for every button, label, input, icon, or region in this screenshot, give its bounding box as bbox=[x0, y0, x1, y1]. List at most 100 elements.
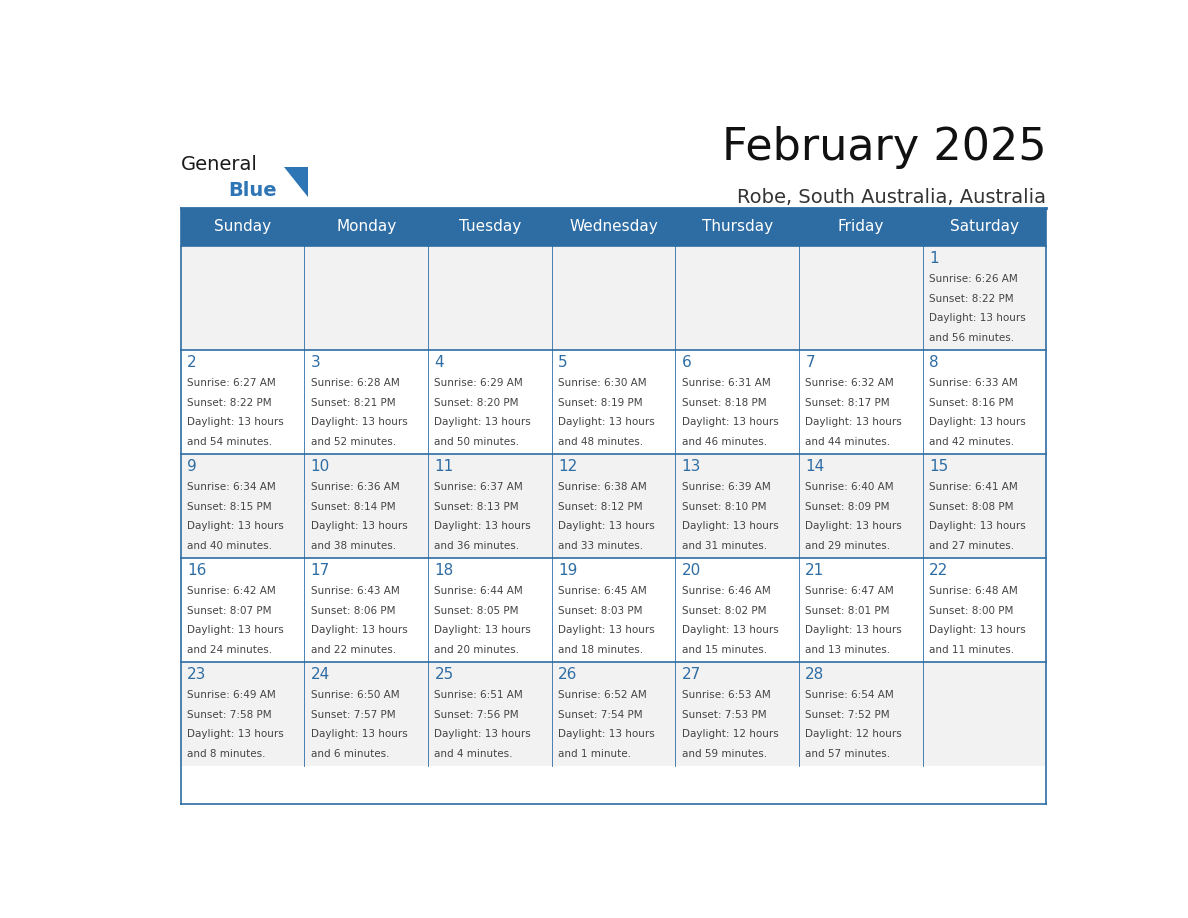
Text: and 27 minutes.: and 27 minutes. bbox=[929, 541, 1015, 551]
Text: 24: 24 bbox=[311, 667, 330, 682]
Text: Tuesday: Tuesday bbox=[459, 219, 522, 234]
Text: Sunrise: 6:27 AM: Sunrise: 6:27 AM bbox=[188, 378, 276, 388]
Polygon shape bbox=[284, 167, 308, 197]
Text: 15: 15 bbox=[929, 459, 948, 474]
Text: Sunrise: 6:34 AM: Sunrise: 6:34 AM bbox=[188, 482, 276, 492]
Text: Sunset: 8:03 PM: Sunset: 8:03 PM bbox=[558, 606, 643, 616]
Text: Sunset: 8:06 PM: Sunset: 8:06 PM bbox=[311, 606, 396, 616]
Bar bbox=[675, 207, 798, 246]
Text: Sunrise: 6:49 AM: Sunrise: 6:49 AM bbox=[188, 690, 276, 700]
Bar bbox=[923, 207, 1047, 246]
Text: Sunrise: 6:53 AM: Sunrise: 6:53 AM bbox=[682, 690, 771, 700]
Text: Sunrise: 6:45 AM: Sunrise: 6:45 AM bbox=[558, 587, 646, 597]
Text: Daylight: 13 hours: Daylight: 13 hours bbox=[311, 418, 407, 427]
Text: Sunset: 8:09 PM: Sunset: 8:09 PM bbox=[805, 502, 890, 512]
Text: Daylight: 13 hours: Daylight: 13 hours bbox=[929, 521, 1025, 532]
Bar bbox=[798, 207, 923, 246]
Text: 3: 3 bbox=[311, 355, 321, 370]
Text: 10: 10 bbox=[311, 459, 330, 474]
Text: Sunset: 8:17 PM: Sunset: 8:17 PM bbox=[805, 397, 890, 408]
Text: 16: 16 bbox=[188, 563, 207, 578]
Text: Sunrise: 6:37 AM: Sunrise: 6:37 AM bbox=[435, 482, 523, 492]
Text: Daylight: 13 hours: Daylight: 13 hours bbox=[682, 418, 778, 427]
Text: Sunrise: 6:42 AM: Sunrise: 6:42 AM bbox=[188, 587, 276, 597]
Text: and 13 minutes.: and 13 minutes. bbox=[805, 645, 891, 655]
Text: Wednesday: Wednesday bbox=[569, 219, 658, 234]
Text: Sunset: 8:20 PM: Sunset: 8:20 PM bbox=[435, 397, 519, 408]
Bar bbox=[181, 246, 1047, 350]
Text: Sunset: 7:57 PM: Sunset: 7:57 PM bbox=[311, 710, 396, 720]
Text: Sunset: 7:53 PM: Sunset: 7:53 PM bbox=[682, 710, 766, 720]
Text: Sunset: 7:52 PM: Sunset: 7:52 PM bbox=[805, 710, 890, 720]
Text: and 57 minutes.: and 57 minutes. bbox=[805, 749, 891, 759]
Text: 6: 6 bbox=[682, 355, 691, 370]
Text: Blue: Blue bbox=[228, 182, 277, 200]
Text: and 8 minutes.: and 8 minutes. bbox=[188, 749, 266, 759]
Text: Sunrise: 6:28 AM: Sunrise: 6:28 AM bbox=[311, 378, 399, 388]
Text: Daylight: 13 hours: Daylight: 13 hours bbox=[188, 521, 284, 532]
Text: 21: 21 bbox=[805, 563, 824, 578]
Text: Daylight: 13 hours: Daylight: 13 hours bbox=[805, 521, 902, 532]
Text: and 50 minutes.: and 50 minutes. bbox=[435, 437, 519, 447]
Text: Daylight: 13 hours: Daylight: 13 hours bbox=[558, 730, 655, 740]
Text: 27: 27 bbox=[682, 667, 701, 682]
Text: Sunrise: 6:33 AM: Sunrise: 6:33 AM bbox=[929, 378, 1018, 388]
Text: and 6 minutes.: and 6 minutes. bbox=[311, 749, 390, 759]
Text: and 18 minutes.: and 18 minutes. bbox=[558, 645, 643, 655]
Text: Sunrise: 6:43 AM: Sunrise: 6:43 AM bbox=[311, 587, 399, 597]
Text: Sunset: 8:19 PM: Sunset: 8:19 PM bbox=[558, 397, 643, 408]
Text: and 31 minutes.: and 31 minutes. bbox=[682, 541, 766, 551]
Text: Daylight: 13 hours: Daylight: 13 hours bbox=[311, 625, 407, 635]
Text: Sunrise: 6:38 AM: Sunrise: 6:38 AM bbox=[558, 482, 646, 492]
Text: and 36 minutes.: and 36 minutes. bbox=[435, 541, 519, 551]
Text: Daylight: 13 hours: Daylight: 13 hours bbox=[435, 625, 531, 635]
Text: and 33 minutes.: and 33 minutes. bbox=[558, 541, 643, 551]
Text: and 48 minutes.: and 48 minutes. bbox=[558, 437, 643, 447]
Bar bbox=[181, 662, 1047, 767]
Text: Daylight: 13 hours: Daylight: 13 hours bbox=[805, 418, 902, 427]
Text: Sunrise: 6:40 AM: Sunrise: 6:40 AM bbox=[805, 482, 895, 492]
Text: Daylight: 13 hours: Daylight: 13 hours bbox=[805, 625, 902, 635]
Text: and 22 minutes.: and 22 minutes. bbox=[311, 645, 396, 655]
Text: 13: 13 bbox=[682, 459, 701, 474]
Text: 7: 7 bbox=[805, 355, 815, 370]
Text: 17: 17 bbox=[311, 563, 330, 578]
Bar bbox=[181, 207, 304, 246]
Text: Sunrise: 6:47 AM: Sunrise: 6:47 AM bbox=[805, 587, 895, 597]
Text: 5: 5 bbox=[558, 355, 568, 370]
Text: Sunset: 8:12 PM: Sunset: 8:12 PM bbox=[558, 502, 643, 512]
Text: and 54 minutes.: and 54 minutes. bbox=[188, 437, 272, 447]
Text: Sunday: Sunday bbox=[214, 219, 271, 234]
Text: Saturday: Saturday bbox=[950, 219, 1019, 234]
Text: Sunrise: 6:31 AM: Sunrise: 6:31 AM bbox=[682, 378, 771, 388]
Text: Daylight: 13 hours: Daylight: 13 hours bbox=[311, 521, 407, 532]
Text: Robe, South Australia, Australia: Robe, South Australia, Australia bbox=[738, 188, 1047, 207]
Text: Sunrise: 6:41 AM: Sunrise: 6:41 AM bbox=[929, 482, 1018, 492]
Text: Sunrise: 6:54 AM: Sunrise: 6:54 AM bbox=[805, 690, 895, 700]
Text: Friday: Friday bbox=[838, 219, 884, 234]
Text: and 20 minutes.: and 20 minutes. bbox=[435, 645, 519, 655]
Text: Sunset: 8:14 PM: Sunset: 8:14 PM bbox=[311, 502, 396, 512]
Text: 12: 12 bbox=[558, 459, 577, 474]
Text: Daylight: 12 hours: Daylight: 12 hours bbox=[682, 730, 778, 740]
Text: Daylight: 13 hours: Daylight: 13 hours bbox=[558, 625, 655, 635]
Text: Sunset: 8:00 PM: Sunset: 8:00 PM bbox=[929, 606, 1013, 616]
Text: Sunset: 8:05 PM: Sunset: 8:05 PM bbox=[435, 606, 519, 616]
Text: Thursday: Thursday bbox=[702, 219, 772, 234]
Text: Sunrise: 6:48 AM: Sunrise: 6:48 AM bbox=[929, 587, 1018, 597]
Text: Sunrise: 6:29 AM: Sunrise: 6:29 AM bbox=[435, 378, 523, 388]
Text: Daylight: 13 hours: Daylight: 13 hours bbox=[682, 521, 778, 532]
Text: Sunrise: 6:32 AM: Sunrise: 6:32 AM bbox=[805, 378, 895, 388]
Text: Daylight: 13 hours: Daylight: 13 hours bbox=[929, 313, 1025, 323]
Bar bbox=[181, 454, 1047, 558]
Text: 8: 8 bbox=[929, 355, 939, 370]
Text: and 24 minutes.: and 24 minutes. bbox=[188, 645, 272, 655]
Text: and 59 minutes.: and 59 minutes. bbox=[682, 749, 766, 759]
Text: 20: 20 bbox=[682, 563, 701, 578]
Text: and 4 minutes.: and 4 minutes. bbox=[435, 749, 513, 759]
Bar bbox=[304, 207, 428, 246]
Text: and 38 minutes.: and 38 minutes. bbox=[311, 541, 396, 551]
Text: Daylight: 13 hours: Daylight: 13 hours bbox=[435, 730, 531, 740]
Text: Sunrise: 6:26 AM: Sunrise: 6:26 AM bbox=[929, 274, 1018, 285]
Text: 4: 4 bbox=[435, 355, 444, 370]
